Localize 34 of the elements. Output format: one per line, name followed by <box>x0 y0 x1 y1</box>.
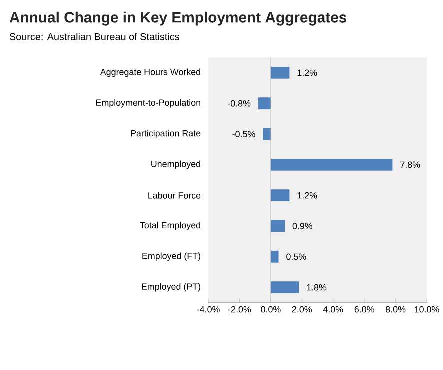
x-tick-label: 2.0% <box>292 306 312 313</box>
chart-title: Annual Change in Key Employment Aggregates <box>10 12 347 26</box>
bar <box>270 220 286 232</box>
data-label: 1.2% <box>298 70 318 76</box>
data-label: 7.8% <box>400 162 420 168</box>
bar <box>270 250 279 263</box>
y-tick-label: Participation Rate <box>131 130 201 138</box>
y-tick-label: Employed (PT) <box>142 283 200 292</box>
bar <box>263 128 271 140</box>
x-tick-label: -4.0% <box>197 306 220 313</box>
x-tick-label: 4.0% <box>323 306 344 313</box>
y-tick-label: Employment-to-Population <box>96 99 200 108</box>
data-label: 0.9% <box>292 222 313 230</box>
y-tick-label: Total Employed <box>140 222 200 230</box>
data-label: -0.5% <box>232 130 256 138</box>
x-tick-label: 10.0% <box>415 306 440 313</box>
x-tick-label: 8.0% <box>386 306 406 313</box>
y-tick-label: Labour Force <box>148 192 201 199</box>
data-label: 0.5% <box>286 254 306 260</box>
source-note: Source: Australian Bureau of Statistics <box>10 32 180 40</box>
data-label: 1.2% <box>298 192 318 199</box>
bar <box>270 189 290 202</box>
data-label: 1.8% <box>307 284 327 291</box>
y-tick-label: Employed (FT) <box>142 252 201 261</box>
bar <box>270 66 290 79</box>
y-tick-label: Aggregate Hours Worked <box>100 68 200 77</box>
bar <box>270 281 300 294</box>
x-tick-label: 6.0% <box>354 306 374 313</box>
x-tick-label: 0.0% <box>261 306 281 313</box>
bar <box>270 158 393 171</box>
bar <box>258 97 271 110</box>
data-label: -0.8% <box>228 100 251 107</box>
y-tick-label: Unemployed <box>152 160 200 169</box>
x-tick-label: -2.0% <box>228 306 252 313</box>
